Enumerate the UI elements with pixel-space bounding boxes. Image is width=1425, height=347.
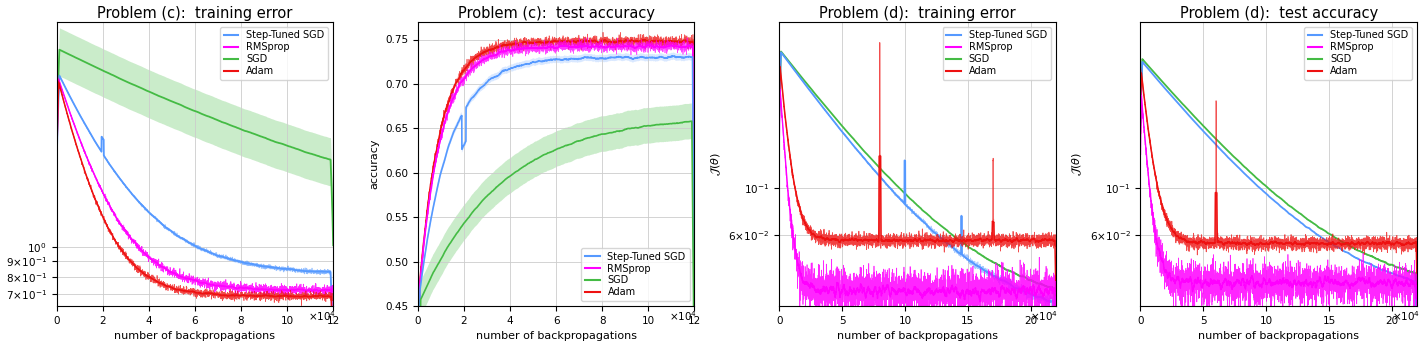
X-axis label: number of backpropagations: number of backpropagations (836, 331, 997, 341)
Legend: Step-Tuned SGD, RMSprop, SGD, Adam: Step-Tuned SGD, RMSprop, SGD, Adam (1304, 27, 1412, 80)
X-axis label: number of backpropagations: number of backpropagations (1198, 331, 1359, 341)
Legend: Step-Tuned SGD, RMSprop, SGD, Adam: Step-Tuned SGD, RMSprop, SGD, Adam (219, 27, 328, 80)
Text: $\times10^4$: $\times10^4$ (670, 309, 697, 323)
X-axis label: number of backpropagations: number of backpropagations (114, 331, 275, 341)
Text: $\times10^4$: $\times10^4$ (1392, 309, 1419, 323)
Y-axis label: $\mathcal{J}(\theta)$: $\mathcal{J}(\theta)$ (1070, 152, 1084, 176)
Y-axis label: $\mathcal{J}(\theta)$: $\mathcal{J}(\theta)$ (710, 152, 722, 176)
X-axis label: number of backpropagations: number of backpropagations (476, 331, 637, 341)
Title: Problem (d):  training error: Problem (d): training error (819, 6, 1016, 20)
Y-axis label: accuracy: accuracy (369, 139, 379, 189)
Legend: Step-Tuned SGD, RMSprop, SGD, Adam: Step-Tuned SGD, RMSprop, SGD, Adam (942, 27, 1050, 80)
Text: $\times10^4$: $\times10^4$ (1030, 309, 1059, 323)
Legend: Step-Tuned SGD, RMSprop, SGD, Adam: Step-Tuned SGD, RMSprop, SGD, Adam (581, 248, 690, 301)
Title: Problem (d):  test accuracy: Problem (d): test accuracy (1180, 6, 1378, 20)
Title: Problem (c):  test accuracy: Problem (c): test accuracy (457, 6, 654, 20)
Title: Problem (c):  training error: Problem (c): training error (97, 6, 292, 20)
Text: $\times10^4$: $\times10^4$ (308, 309, 336, 323)
